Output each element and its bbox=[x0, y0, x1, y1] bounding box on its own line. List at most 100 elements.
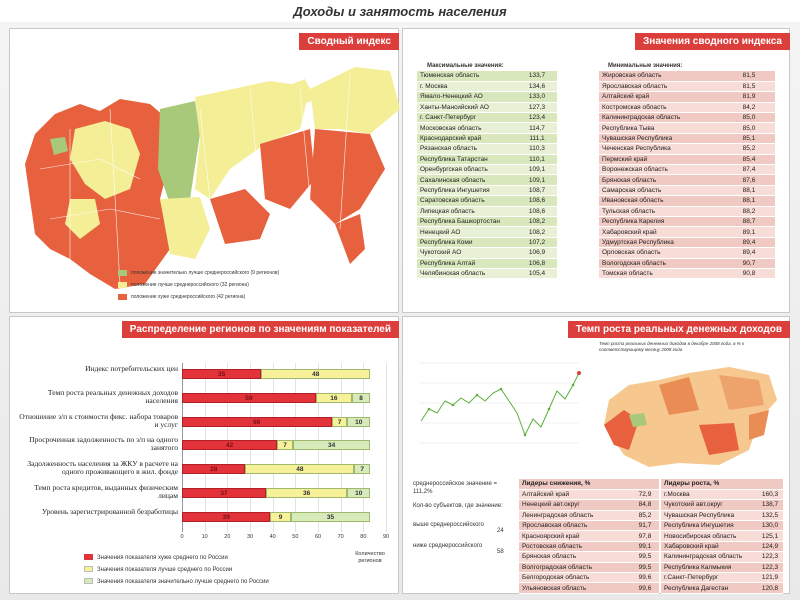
table-row: Республика Коми 107,2 bbox=[417, 237, 557, 249]
bar-segment: 48 bbox=[245, 464, 355, 475]
x-tick-label: 40 bbox=[269, 533, 276, 540]
region-name: Ярославская область bbox=[599, 81, 723, 93]
x-tick-label: 50 bbox=[292, 533, 299, 540]
max-values-header: Максимальные значения: bbox=[427, 63, 504, 69]
panel-badge-region-distribution: Распределение регионов по значениям пока… bbox=[121, 321, 399, 338]
growth-header: Лидеры роста, % bbox=[661, 479, 784, 490]
bar-segment: 7 bbox=[277, 440, 294, 451]
region-name: Брянская область bbox=[599, 174, 723, 186]
legend-label: положение хуже среднероссийского (42 рег… bbox=[131, 294, 246, 300]
region-name: Саратовская область bbox=[417, 195, 517, 207]
x-axis-note: Количество регионов bbox=[355, 551, 385, 564]
table-row: Рязанская область 110,3 bbox=[417, 143, 557, 155]
region-value: 106,9 bbox=[517, 247, 557, 259]
region-name: Хабаровский край bbox=[599, 226, 723, 238]
category-label: Отношение з/п к стоимости фикс. набора т… bbox=[19, 411, 178, 429]
table-row: Чувашская Республика 132,5 bbox=[661, 510, 784, 522]
region-value: 108,7 bbox=[517, 185, 557, 197]
table-row: Ненецкий АО 108,2 bbox=[417, 226, 557, 238]
panel-badge-summary-index: Сводный индекс bbox=[299, 33, 399, 50]
table-row: Челябинская область 105,4 bbox=[417, 268, 557, 280]
bar-segment: 8 bbox=[352, 392, 371, 403]
category-label: Задолженность населения за ЖКУ в расчете… bbox=[27, 459, 178, 477]
bar-segment: 9 bbox=[270, 511, 291, 522]
region-value: 120,8 bbox=[757, 582, 784, 594]
region-name: Жировская область bbox=[599, 71, 723, 82]
table-row: Республика Татарстан 110,1 bbox=[417, 154, 557, 166]
x-tick-label: 20 bbox=[224, 533, 231, 540]
region-name: Республика Башкортостан bbox=[417, 216, 517, 228]
region-value: 99,5 bbox=[631, 562, 659, 574]
region-name: Сахалинская область bbox=[417, 174, 517, 186]
region-value: 111,1 bbox=[517, 133, 557, 145]
decline-header: Лидеры снижения, % bbox=[519, 479, 659, 490]
bar-segment: 10 bbox=[347, 416, 371, 427]
category-label: Темп роста реальных денежных доходов нас… bbox=[47, 387, 178, 405]
region-value: 108,2 bbox=[517, 226, 557, 238]
region-name: Ивановская область bbox=[599, 195, 723, 207]
x-tick-label: 80 bbox=[360, 533, 367, 540]
distribution-chart: Индекс потребительских цен Темп роста реа… bbox=[10, 317, 400, 595]
region-name: Воронежская область bbox=[599, 164, 723, 176]
region-value: 130,0 bbox=[757, 520, 784, 532]
region-name: Республика Калмыкия bbox=[661, 562, 757, 574]
table-row: Самарская область 88,1 bbox=[599, 185, 775, 197]
region-name: Ленинградская область bbox=[519, 510, 631, 522]
table-row: Пермский край 85,4 bbox=[599, 154, 775, 166]
region-value: 88,7 bbox=[723, 216, 775, 228]
region-name: Волгоградская область bbox=[519, 562, 631, 574]
bar-segment: 36 bbox=[265, 488, 348, 498]
region-name: Республика Татарстан bbox=[417, 154, 517, 166]
region-value: 122,3 bbox=[757, 562, 784, 574]
table-row: Ненецкий авт.округ 84,8 bbox=[519, 499, 659, 511]
table-row: Оренбургская область 109,1 bbox=[417, 164, 557, 176]
chart-legend-item: Значения показателя хуже среднего по Рос… bbox=[84, 554, 228, 562]
table-row: Калининградская область 122,3 bbox=[661, 551, 784, 563]
x-tick-label: 90 bbox=[382, 533, 390, 540]
table-row: Ямало-Ненецкий АО 133,0 bbox=[417, 91, 557, 103]
below-label: ниже среднероссийского bbox=[413, 543, 483, 549]
growth-chart-title: Темп роста реальных денежных доходов в д… bbox=[599, 341, 745, 352]
table-row: Чувашская Республика 85,1 bbox=[599, 133, 775, 145]
map-legend-item: положение лучше среднероссийского (32 ре… bbox=[118, 281, 249, 290]
region-name: Удмуртская Республика bbox=[599, 237, 723, 249]
table-row: Московская область 114,7 bbox=[417, 122, 557, 134]
region-name: Ямало-Ненецкий АО bbox=[417, 91, 517, 103]
table-row: Красноярский край 97,8 bbox=[519, 530, 659, 542]
region-value: 99,5 bbox=[631, 551, 659, 563]
region-value: 81,5 bbox=[723, 71, 775, 82]
region-name: г.Санкт-Петербург bbox=[661, 572, 757, 584]
table-row: Лидеры снижения, % bbox=[519, 479, 659, 490]
table-row: Ярославская область 81,5 bbox=[599, 81, 775, 93]
region-name: Орловская область bbox=[599, 247, 723, 259]
bar-segment: 28 bbox=[182, 464, 246, 475]
bar-segment: 35 bbox=[290, 511, 371, 522]
bar-segment: 10 bbox=[347, 488, 371, 498]
region-value: 91,7 bbox=[631, 520, 659, 532]
region-value: 160,3 bbox=[757, 489, 784, 501]
table-row: Республика Калмыкия 122,3 bbox=[661, 562, 784, 574]
region-value: 114,7 bbox=[517, 122, 557, 134]
region-name: Чувашская Республика bbox=[661, 510, 757, 522]
table-row: Ульяновская область 99,6 bbox=[519, 582, 659, 594]
region-value: 121,9 bbox=[757, 572, 784, 584]
table-row: Брянская область 99,5 bbox=[519, 551, 659, 563]
decline-leaders-table: Лидеры снижения, % Алтайский край 72,9 Не… bbox=[519, 479, 659, 594]
category-label: Индекс потребительских цен bbox=[85, 364, 178, 373]
region-value: 110,1 bbox=[517, 154, 557, 166]
region-name: Челябинская область bbox=[417, 268, 517, 280]
table-row: Чукотский авт.округ 138,7 bbox=[661, 499, 784, 511]
region-value: 89,4 bbox=[723, 247, 775, 259]
avg-label: среднероссийское значение = 111,2% bbox=[413, 481, 498, 495]
x-tick-label: 10 bbox=[201, 533, 208, 540]
above-count: 24 bbox=[497, 528, 504, 534]
region-value: 108,6 bbox=[517, 195, 557, 207]
page-title: Доходы и занятость населения bbox=[293, 4, 507, 19]
region-name: Калининградская область bbox=[661, 551, 757, 563]
chart-legend-item: Значения показателя значительно лучше ср… bbox=[84, 578, 269, 586]
region-name: Новосибирская область bbox=[661, 530, 757, 542]
region-value: 108,6 bbox=[517, 206, 557, 217]
legend-swatch bbox=[84, 566, 93, 573]
region-name: Московская область bbox=[417, 122, 517, 134]
table-row: Республика Ингушетия 108,7 bbox=[417, 185, 557, 197]
